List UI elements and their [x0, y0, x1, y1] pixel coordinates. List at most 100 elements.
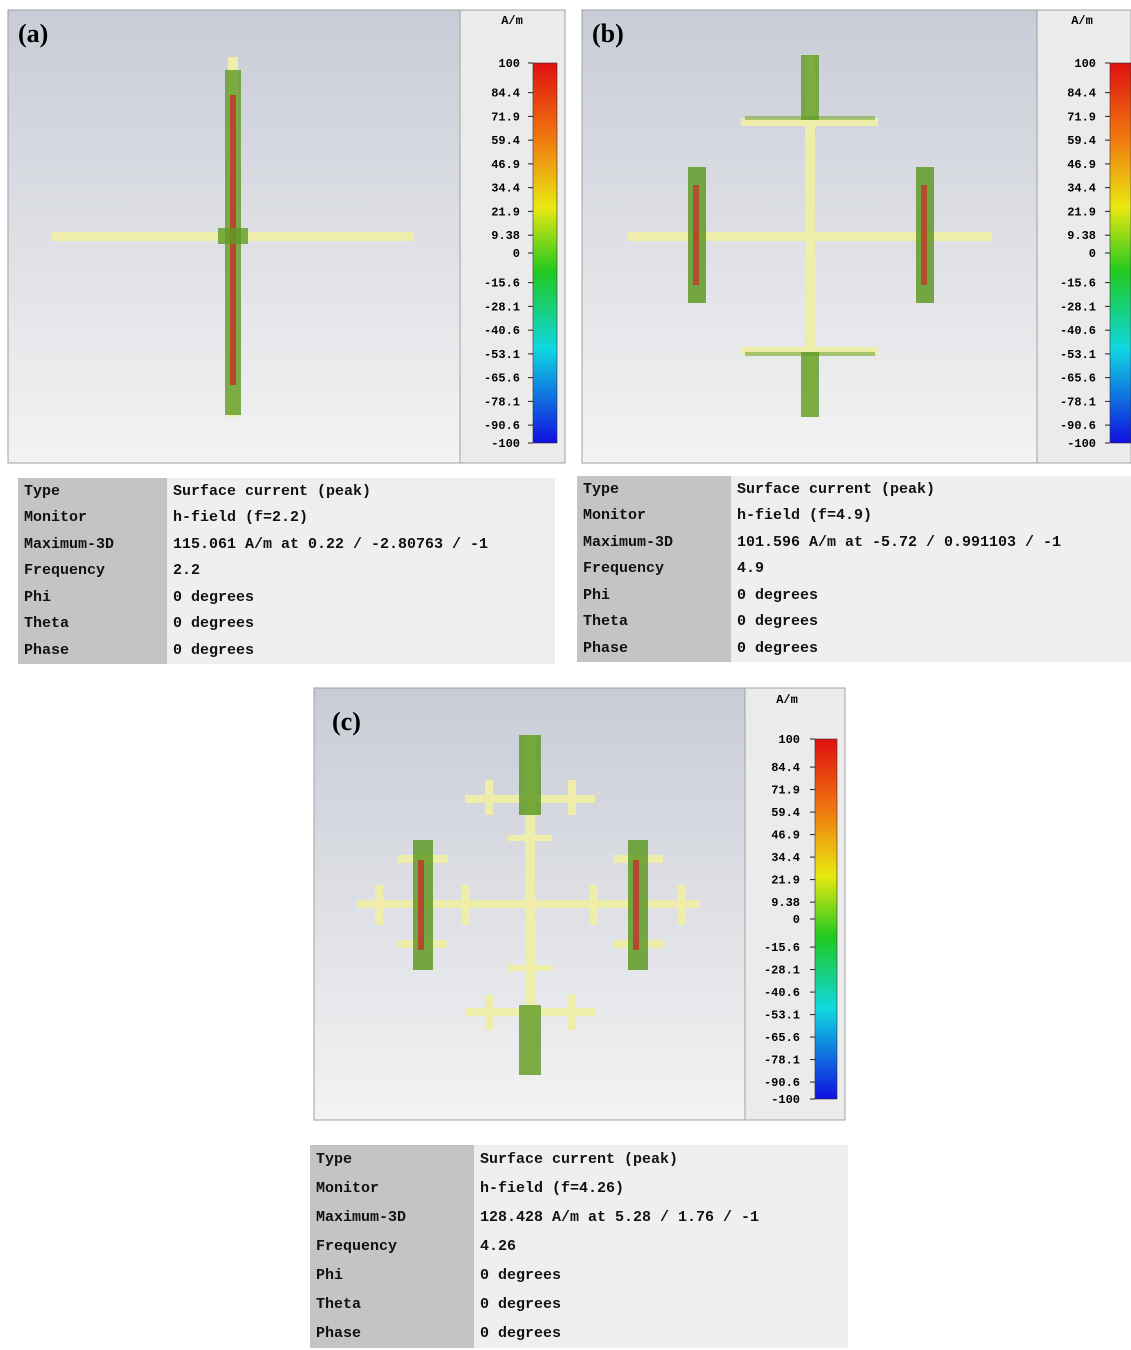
scale-label: -65.6: [764, 1031, 800, 1045]
antenna-part: [462, 885, 470, 925]
panel-label: (b): [592, 19, 624, 48]
info-key: Frequency: [18, 558, 167, 585]
info-value: 128.428 A/m at 5.28 / 1.76 / -1: [474, 1203, 848, 1232]
info-key: Theta: [577, 609, 731, 636]
scale-label: -53.1: [484, 348, 520, 362]
info-value: 0 degrees: [731, 582, 1131, 609]
scale-label: -53.1: [1060, 348, 1096, 362]
scale-label: 21.9: [491, 205, 520, 219]
scale-label: -100: [1067, 437, 1096, 451]
info-key: Maximum-3D: [310, 1203, 474, 1232]
info-value: 0 degrees: [167, 584, 555, 611]
scale-label: -15.6: [1060, 277, 1096, 291]
scale-label: 9.38: [771, 896, 800, 910]
info-key: Theta: [18, 611, 167, 638]
scale-label: -65.6: [1060, 372, 1096, 386]
antenna-part: [568, 995, 576, 1030]
scale-label: -28.1: [484, 300, 520, 314]
antenna-part: [485, 995, 493, 1030]
scale-label: -90.6: [764, 1076, 800, 1090]
color-bar: [533, 63, 557, 443]
info-value: 4.9: [731, 556, 1131, 583]
scale-label: 59.4: [491, 134, 520, 148]
antenna-part: [508, 835, 552, 841]
info-value: 101.596 A/m at -5.72 / 0.991103 / -1: [731, 529, 1131, 556]
scale-label: -40.6: [1060, 324, 1096, 338]
scale-label: 46.9: [1067, 158, 1096, 172]
scale-label: -28.1: [1060, 300, 1096, 314]
scale-label: -15.6: [484, 277, 520, 291]
info-key: Theta: [310, 1290, 474, 1319]
info-key: Phi: [18, 584, 167, 611]
scale-label: 0: [513, 247, 520, 261]
info-value: 0 degrees: [167, 611, 555, 638]
scale-label: -78.1: [484, 395, 520, 409]
scale-label: -40.6: [764, 986, 800, 1000]
scale-label: -28.1: [764, 964, 800, 978]
scale-label: -100: [771, 1093, 800, 1107]
scale-label: 84.4: [491, 87, 520, 101]
scale-label: 0: [1089, 247, 1096, 261]
scale-label: 21.9: [1067, 205, 1096, 219]
info-key: Monitor: [310, 1174, 474, 1203]
scale-label: 9.38: [491, 229, 520, 243]
scale-label: 9.38: [1067, 229, 1096, 243]
antenna-part: [801, 55, 819, 120]
info-key: Maximum-3D: [18, 531, 167, 558]
page: (a)A/m10084.471.959.446.934.421.99.380-1…: [0, 0, 1131, 1350]
scale-label: 100: [498, 57, 520, 71]
antenna-part: [745, 116, 875, 120]
info-value: Surface current (peak): [731, 476, 1131, 503]
color-bar: [1110, 63, 1131, 443]
antenna-part: [218, 228, 248, 244]
info-key: Type: [18, 478, 167, 505]
info-row: Maximum-3D115.061 A/m at 0.22 / -2.80763…: [18, 531, 555, 558]
scale-label: -90.6: [484, 419, 520, 433]
antenna-part: [508, 965, 552, 971]
info-key: Monitor: [577, 503, 731, 530]
scale-label: 100: [778, 733, 800, 747]
scale-label: -78.1: [764, 1054, 800, 1068]
scale-label: -40.6: [484, 324, 520, 338]
scale-label: 46.9: [491, 158, 520, 172]
info-key: Maximum-3D: [577, 529, 731, 556]
antenna-part: [801, 352, 819, 417]
info-value: 0 degrees: [474, 1290, 848, 1319]
panel: (b)A/m10084.471.959.446.934.421.99.380-1…: [582, 10, 1131, 463]
scale-label: 100: [1074, 57, 1096, 71]
info-row: Phase0 degrees: [18, 637, 555, 664]
info-key: Frequency: [577, 556, 731, 583]
scale-label: 71.9: [771, 784, 800, 798]
antenna-part: [633, 860, 639, 950]
info-value: h-field (f=4.9): [731, 503, 1131, 530]
panel: (c)A/m10084.471.959.446.934.421.99.380-1…: [314, 688, 845, 1120]
info-row: TypeSurface current (peak): [310, 1145, 848, 1174]
unit-label: A/m: [501, 14, 523, 28]
info-value: 0 degrees: [167, 637, 555, 664]
unit-label: A/m: [1071, 14, 1093, 28]
info-key: Phi: [577, 582, 731, 609]
info-value: 115.061 A/m at 0.22 / -2.80763 / -1: [167, 531, 555, 558]
scale-label: -15.6: [764, 941, 800, 955]
info-row: Theta0 degrees: [18, 611, 555, 638]
info-key: Frequency: [310, 1232, 474, 1261]
info-key: Phase: [310, 1319, 474, 1348]
info-key: Monitor: [18, 505, 167, 532]
info-value: 0 degrees: [474, 1319, 848, 1348]
antenna-part: [375, 885, 383, 925]
antenna-part: [678, 885, 686, 925]
scale-label: -53.1: [764, 1009, 800, 1023]
